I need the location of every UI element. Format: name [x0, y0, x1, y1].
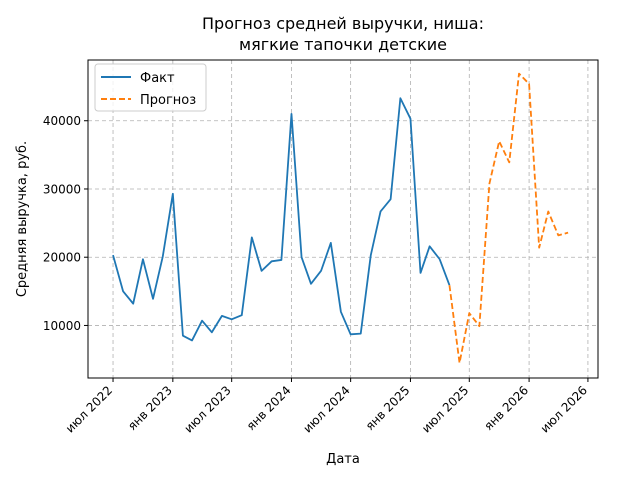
- series-layer: [112, 72, 569, 364]
- grid-layer: [88, 60, 598, 378]
- y-tick-label: 10000: [43, 319, 81, 333]
- chart-title-line2: мягкие тапочки детские: [239, 35, 447, 54]
- legend-label-forecast: Прогноз: [140, 93, 196, 108]
- y-tick-label: 40000: [43, 114, 81, 128]
- y-tick-label: 30000: [43, 182, 81, 196]
- y-tick-label: 20000: [43, 251, 81, 265]
- x-axis-label: Дата: [326, 452, 360, 467]
- x-tick-label: янв 2023: [125, 383, 175, 433]
- x-tick-label: июл 2026: [538, 383, 590, 435]
- x-tick-label: янв 2024: [244, 383, 294, 433]
- series-line-1: [448, 72, 569, 364]
- x-tick-label: июл 2023: [182, 383, 234, 435]
- plot-area-frame: [87, 59, 599, 379]
- x-tick-label: июл 2024: [300, 383, 352, 435]
- x-tick-label: июл 2022: [63, 383, 115, 435]
- x-tick-label: янв 2025: [363, 383, 413, 433]
- legend: Факт Прогноз: [94, 63, 207, 112]
- y-axis-ticks: 10000 20000 30000 40000: [43, 114, 88, 333]
- y-axis-label: Средняя выручка, руб.: [15, 141, 30, 297]
- x-tick-label: июл 2025: [419, 383, 471, 435]
- x-axis-ticks: июл 2022 янв 2023 июл 2023 янв 2024 июл 2024…: [63, 378, 590, 436]
- x-tick-label: янв 2026: [481, 383, 531, 433]
- chart-title-line1: Прогноз средней выручки, ниша:: [202, 14, 484, 33]
- legend-label-fact: Факт: [140, 71, 175, 86]
- series-line-0: [112, 97, 451, 342]
